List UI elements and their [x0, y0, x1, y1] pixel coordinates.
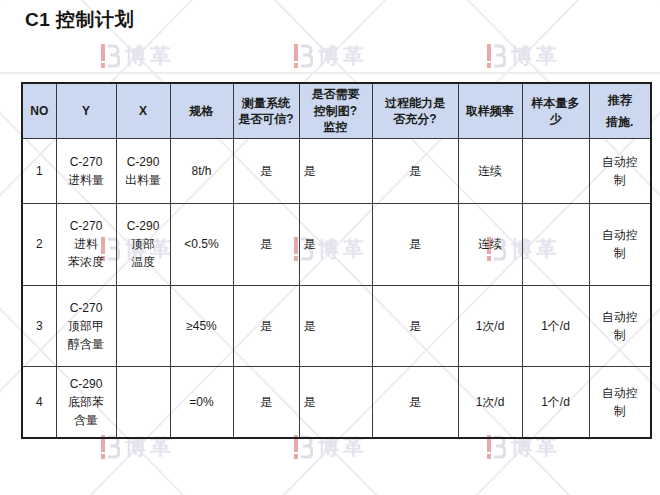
table-row: 3 C-270 顶部甲 醇含量 ≥45% 是 是 是 1次/d 1个/d 自动控… — [22, 285, 651, 366]
table-cell: C-270 进料 苯浓度 — [56, 203, 116, 285]
row-number-cell: 4 — [22, 366, 56, 438]
col-header-no: NO — [22, 83, 56, 138]
table-cell: 是 — [233, 138, 299, 203]
table-cell — [116, 285, 170, 366]
col-header-recommended-action: 推荐 措施. — [589, 83, 651, 138]
title-divider — [0, 72, 660, 74]
table-cell: 自动控 制 — [589, 138, 651, 203]
table-cell: C-290 顶部 温度 — [116, 203, 170, 285]
table-cell — [522, 138, 589, 203]
table-cell: C-290 底部苯 含量 — [56, 366, 116, 438]
table-cell: 是 — [233, 366, 299, 438]
table-cell: 1次/d — [458, 366, 522, 438]
table-cell — [116, 366, 170, 438]
table-cell: 是 — [372, 366, 458, 438]
table-cell: 自动控 制 — [589, 203, 651, 285]
table-cell: 是 — [299, 366, 372, 438]
table-cell: 是 — [299, 203, 372, 285]
table-cell: <0.5% — [170, 203, 233, 285]
col-header-y: Y — [56, 83, 116, 138]
row-number-cell: 3 — [22, 285, 56, 366]
row-number-cell: 2 — [22, 203, 56, 285]
watermark: 博革 — [486, 42, 561, 70]
table-cell: 连续 — [458, 138, 522, 203]
table-cell: 是 — [372, 203, 458, 285]
row-number-cell: 1 — [22, 138, 56, 203]
boge-logo-icon — [100, 43, 120, 69]
table-cell: 8t/h — [170, 138, 233, 203]
table-cell: C-270 顶部甲 醇含量 — [56, 285, 116, 366]
table-cell: ≥45% — [170, 285, 233, 366]
table-row: 1 C-270 进料量 C-290 出料量 8t/h 是 是 是 连续 自动控 … — [22, 138, 651, 203]
table-cell: 自动控 制 — [589, 285, 651, 366]
table-cell — [522, 203, 589, 285]
col-header-spec: 规格 — [170, 83, 233, 138]
col-header-measure-system: 测量系统 是否可信? — [233, 83, 299, 138]
table-cell: 连续 — [458, 203, 522, 285]
col-header-sampling-frequency: 取样频率 — [458, 83, 522, 138]
table-cell: 是 — [299, 138, 372, 203]
control-plan-table: NO Y X 规格 测量系统 是否可信? 是否需要 控制图? 监控 过程能力是 … — [21, 82, 652, 439]
table-cell: 是 — [233, 203, 299, 285]
table-cell: 1个/d — [522, 285, 589, 366]
table-cell: C-290 出料量 — [116, 138, 170, 203]
watermark: 博革 — [100, 42, 175, 70]
watermark-label: 博革 — [125, 42, 175, 70]
watermark: 博革 — [293, 42, 368, 70]
col-header-process-capability: 过程能力是 否充分? — [372, 83, 458, 138]
table-cell: C-270 进料量 — [56, 138, 116, 203]
page-title: C1 控制计划 — [25, 7, 134, 33]
boge-logo-icon — [486, 43, 506, 69]
table-cell: 是 — [372, 138, 458, 203]
table-cell: 是 — [233, 285, 299, 366]
col-header-x: X — [116, 83, 170, 138]
table-row: 4 C-290 底部苯 含量 =0% 是 是 是 1次/d 1个/d 自动控 制 — [22, 366, 651, 438]
table-cell: =0% — [170, 366, 233, 438]
watermark-label: 博革 — [511, 42, 561, 70]
col-header-control-chart: 是否需要 控制图? 监控 — [299, 83, 372, 138]
watermark-label: 博革 — [318, 42, 368, 70]
table-cell: 是 — [299, 285, 372, 366]
table-row: 2 C-270 进料 苯浓度 C-290 顶部 温度 <0.5% 是 是 是 连… — [22, 203, 651, 285]
table-cell: 1次/d — [458, 285, 522, 366]
table-cell: 1个/d — [522, 366, 589, 438]
table-cell: 是 — [372, 285, 458, 366]
boge-logo-icon — [293, 43, 313, 69]
table-cell: 自动控 制 — [589, 366, 651, 438]
table-header-row: NO Y X 规格 测量系统 是否可信? 是否需要 控制图? 监控 过程能力是 … — [22, 83, 651, 138]
col-header-sample-size: 样本量多 少 — [522, 83, 589, 138]
